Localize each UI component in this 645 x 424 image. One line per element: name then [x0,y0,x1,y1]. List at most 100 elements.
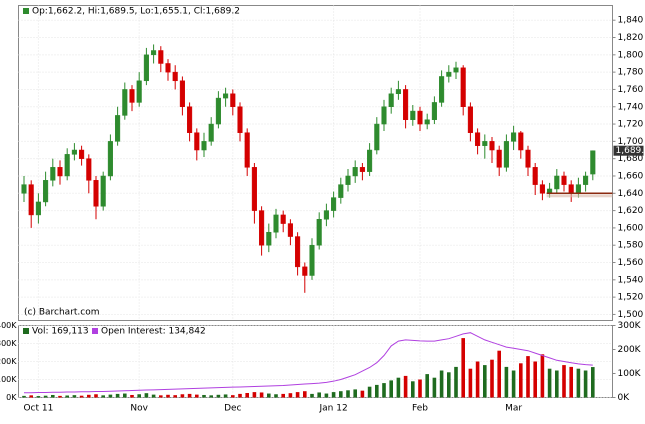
candle-body [554,175,560,190]
candle-body [309,244,315,276]
candle-body [359,167,365,172]
candle-body [302,266,308,276]
candle-body [201,141,207,151]
y-tick-label: 1,580 [618,241,644,251]
volume-bar [115,393,120,398]
candle-body [93,180,99,207]
y-tick-label: 1,840 [618,16,644,26]
volume-bar [569,366,573,398]
volume-bar [94,394,98,398]
candle-body [287,223,293,237]
volume-bar [591,367,595,398]
candle-body [511,132,517,142]
volume-bar [454,366,458,398]
candle-body [57,167,63,177]
volume-bar [411,381,415,398]
candle-body [316,219,322,246]
volume-bar [504,366,509,398]
volume-bar [303,391,307,398]
volume-bar [274,394,278,398]
candle-body [374,123,380,151]
credit: (c) Barchart.com [24,308,100,318]
y-tick-label: 1,540 [618,275,644,285]
candle-body [43,180,49,203]
volume-bar [367,386,372,398]
volume-bar [432,377,437,398]
volume-bar [267,393,271,398]
candle-body [561,175,567,185]
y-tick-label: 1,520 [618,293,644,303]
volume-bar [22,395,26,398]
candle-body [172,71,178,82]
volume-bar [425,374,429,398]
candle-body [503,141,509,168]
candle-body [244,132,250,168]
volume-bar [187,393,192,398]
candle-body [453,67,459,73]
candle-body [323,210,329,220]
y-tick-label: 1,720 [618,120,644,130]
y2-tick-label: 200K [618,345,642,355]
candle-body [424,119,430,125]
y-tick-label: 1,500 [618,310,644,320]
volume-bar [166,394,170,398]
candle-body [64,154,70,177]
volume-bar [576,368,581,398]
candle-body [388,93,394,108]
candle-body [129,89,135,103]
volume-bar [51,394,55,398]
y-tick-label: 1,800 [618,50,644,60]
volume-bar [396,377,401,398]
candle-body [50,167,56,181]
volume-bar [418,379,422,398]
volume-bar [547,368,552,398]
candle-body [410,110,416,120]
volume-bar [583,370,588,398]
candle-body [518,132,524,151]
volume-bar [288,393,293,398]
candle-body [158,50,164,64]
volume-bar [490,359,494,398]
candle-body [230,93,236,108]
candle-body [575,184,581,194]
candle-body [194,132,200,151]
volume-bar [223,394,228,398]
candle-body [122,89,128,116]
candle-body [331,197,337,211]
price-legend: Op:1,662.2, Hi:1,689.5, Lo:1,655.1, Cl:1… [32,7,240,17]
candle-body [86,158,92,181]
last-price-label: 1,689.2 [616,146,645,156]
y-tick-label: 1,620 [618,206,644,216]
candle-body [496,149,502,168]
candle-body [489,141,495,151]
volume-bar [555,370,559,398]
volume-bar [562,365,566,398]
price-panel [18,5,613,321]
volume-bar [202,394,206,398]
candle-body [395,89,401,95]
candle-body [273,214,279,233]
candle-body [482,141,488,146]
volume-bar [173,395,177,398]
volume-bar [346,390,350,398]
y-tick-label: 1,560 [618,258,644,268]
volume-bar [382,383,386,398]
volume-bar [389,380,393,398]
volume-bar [519,363,523,398]
candle-body [352,167,358,177]
candle-body [381,106,387,125]
candle-body [532,167,538,185]
x-tick-label: Mar [505,404,522,414]
volume-bar [29,395,33,398]
volume-bar [540,354,545,398]
candle-body [136,80,142,103]
y-tick-label: 1,600 [618,223,644,233]
candle-body [338,184,344,198]
volume-bar [231,395,235,398]
volume-bar [281,393,285,398]
y-tick-label: 1,680 [618,154,644,164]
v-tick-label: 0K [6,393,17,402]
y-tick-label: 1,740 [618,102,644,112]
x-tick-label: Dec [224,404,241,414]
candle-body [439,76,445,103]
